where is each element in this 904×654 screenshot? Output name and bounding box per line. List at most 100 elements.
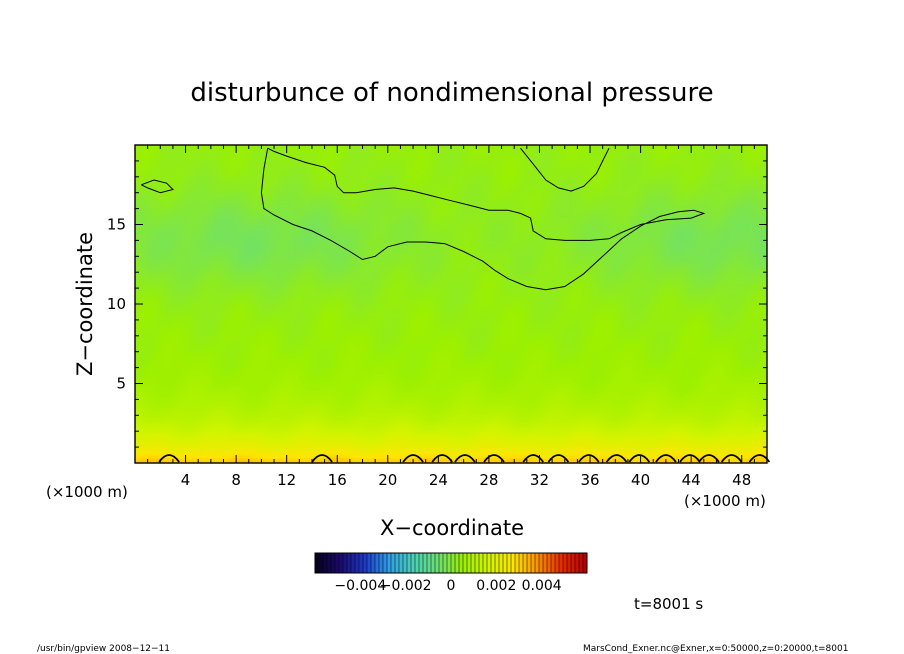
- colorbar-tick-label: 0.002: [476, 578, 516, 594]
- surface-contour: [483, 454, 505, 463]
- colorbar-segment: [519, 553, 524, 573]
- colorbar-segment: [427, 553, 432, 573]
- colorbar-segment: [567, 553, 572, 573]
- colorbar-segment: [375, 553, 380, 573]
- colorbar-segment: [479, 553, 484, 573]
- colorbar-segment: [443, 553, 448, 573]
- colorbar-segment: [571, 553, 576, 573]
- colorbar-segment: [419, 553, 424, 573]
- y-tick-label: 15: [107, 216, 126, 234]
- y-axis-ticks: 5 10 15: [107, 160, 767, 448]
- surface-contour: [655, 454, 677, 463]
- surface-contour: [679, 454, 701, 463]
- x-tick-label: 36: [580, 471, 599, 489]
- colorbar-segment: [547, 553, 552, 573]
- x-axis-label: X−coordinate: [380, 516, 524, 540]
- colorbar-segment: [403, 553, 408, 573]
- colorbar-segment: [363, 553, 368, 573]
- x-tick-label: 40: [631, 471, 650, 489]
- colorbar-segment: [355, 553, 360, 573]
- colorbar-segment: [407, 553, 412, 573]
- surface-contour: [720, 454, 743, 463]
- colorbar-segment: [455, 553, 460, 573]
- colorbar-segment: [359, 553, 364, 573]
- colorbar-segment: [323, 553, 328, 573]
- colorbar-tick-labels: −0.004−0.002 0 0.002 0.004: [334, 578, 561, 594]
- colorbar-segment: [483, 553, 488, 573]
- colorbar-tick-label: −0.002: [380, 578, 432, 594]
- colorbar-segment: [459, 553, 464, 573]
- footer-right: MarsCond_Exner.nc@Exner,x=0:50000,z=0:20…: [583, 644, 848, 654]
- y-tick-label: 10: [107, 295, 126, 313]
- colorbar-tick-label: −0.004: [334, 578, 386, 594]
- colorbar-segment: [471, 553, 476, 573]
- colorbar-segment: [515, 553, 520, 573]
- contour-line: [520, 147, 610, 192]
- colorbar-segment: [511, 553, 516, 573]
- colorbar-segment: [367, 553, 372, 573]
- colorbar-segment: [495, 553, 500, 573]
- colorbar-segment: [431, 553, 436, 573]
- colorbar-segment: [507, 553, 512, 573]
- x-tick-label: 16: [328, 471, 347, 489]
- colorbar-segment: [555, 553, 560, 573]
- contour-line: [141, 179, 174, 194]
- y-tick-label: 5: [116, 375, 126, 393]
- colorbar-segment: [499, 553, 504, 573]
- surface-contour: [698, 454, 720, 463]
- contour-line: [260, 147, 706, 291]
- colorbar-segment: [531, 553, 536, 573]
- colorbar-segment: [467, 553, 472, 573]
- colorbar-segment: [543, 553, 548, 573]
- x-axis-unit: (×1000 m): [684, 492, 766, 510]
- colorbar-segment: [339, 553, 344, 573]
- colorbar-segment: [415, 553, 420, 573]
- colorbar-segment: [475, 553, 480, 573]
- colorbar-segment: [539, 553, 544, 573]
- colorbar-segment: [451, 553, 456, 573]
- surface-contour: [605, 454, 628, 463]
- colorbar-segment: [503, 553, 508, 573]
- heatmap-field: [135, 145, 767, 463]
- chart-title: disturbunce of nondimensional pressure: [190, 78, 713, 108]
- surface-contour: [547, 454, 570, 463]
- surface-contour: [402, 454, 424, 463]
- colorbar-segment: [439, 553, 444, 573]
- colorbar-segment: [527, 553, 532, 573]
- colorbar-segment: [579, 553, 584, 573]
- colorbar-segment: [491, 553, 496, 573]
- y-axis-unit: (×1000 m): [46, 483, 128, 501]
- colorbar-segment: [411, 553, 416, 573]
- colorbar: −0.004−0.002 0 0.002 0.004: [314, 552, 588, 594]
- colorbar-segment: [575, 553, 580, 573]
- colorbar-segment: [315, 553, 320, 573]
- x-tick-label: 28: [479, 471, 498, 489]
- colorbar-segment: [399, 553, 404, 573]
- colorbar-segment: [319, 553, 324, 573]
- surface-contour: [454, 454, 476, 463]
- colorbar-segment: [343, 553, 348, 573]
- surface-contour: [522, 454, 544, 463]
- y-axis-label: Z−coordinate: [73, 232, 97, 376]
- colorbar-segment: [435, 553, 440, 573]
- surface-contour: [748, 454, 771, 463]
- colorbar-segment: [351, 553, 356, 573]
- colorbar-segment: [523, 553, 528, 573]
- colorbar-segment: [347, 553, 352, 573]
- colorbar-segment: [387, 553, 392, 573]
- surface-contour: [628, 454, 651, 463]
- x-tick-label: 8: [231, 471, 241, 489]
- colorbar-segment: [559, 553, 564, 573]
- time-label: t=8001 s: [634, 595, 703, 613]
- contour-lines: [141, 147, 771, 463]
- colorbar-segment: [391, 553, 396, 573]
- x-tick-label: 12: [277, 471, 296, 489]
- colorbar-segment: [487, 553, 492, 573]
- surface-contour: [311, 454, 333, 463]
- colorbar-segment: [371, 553, 376, 573]
- x-tick-label: 48: [732, 471, 751, 489]
- colorbar-segment: [447, 553, 452, 573]
- x-tick-label: 4: [181, 471, 191, 489]
